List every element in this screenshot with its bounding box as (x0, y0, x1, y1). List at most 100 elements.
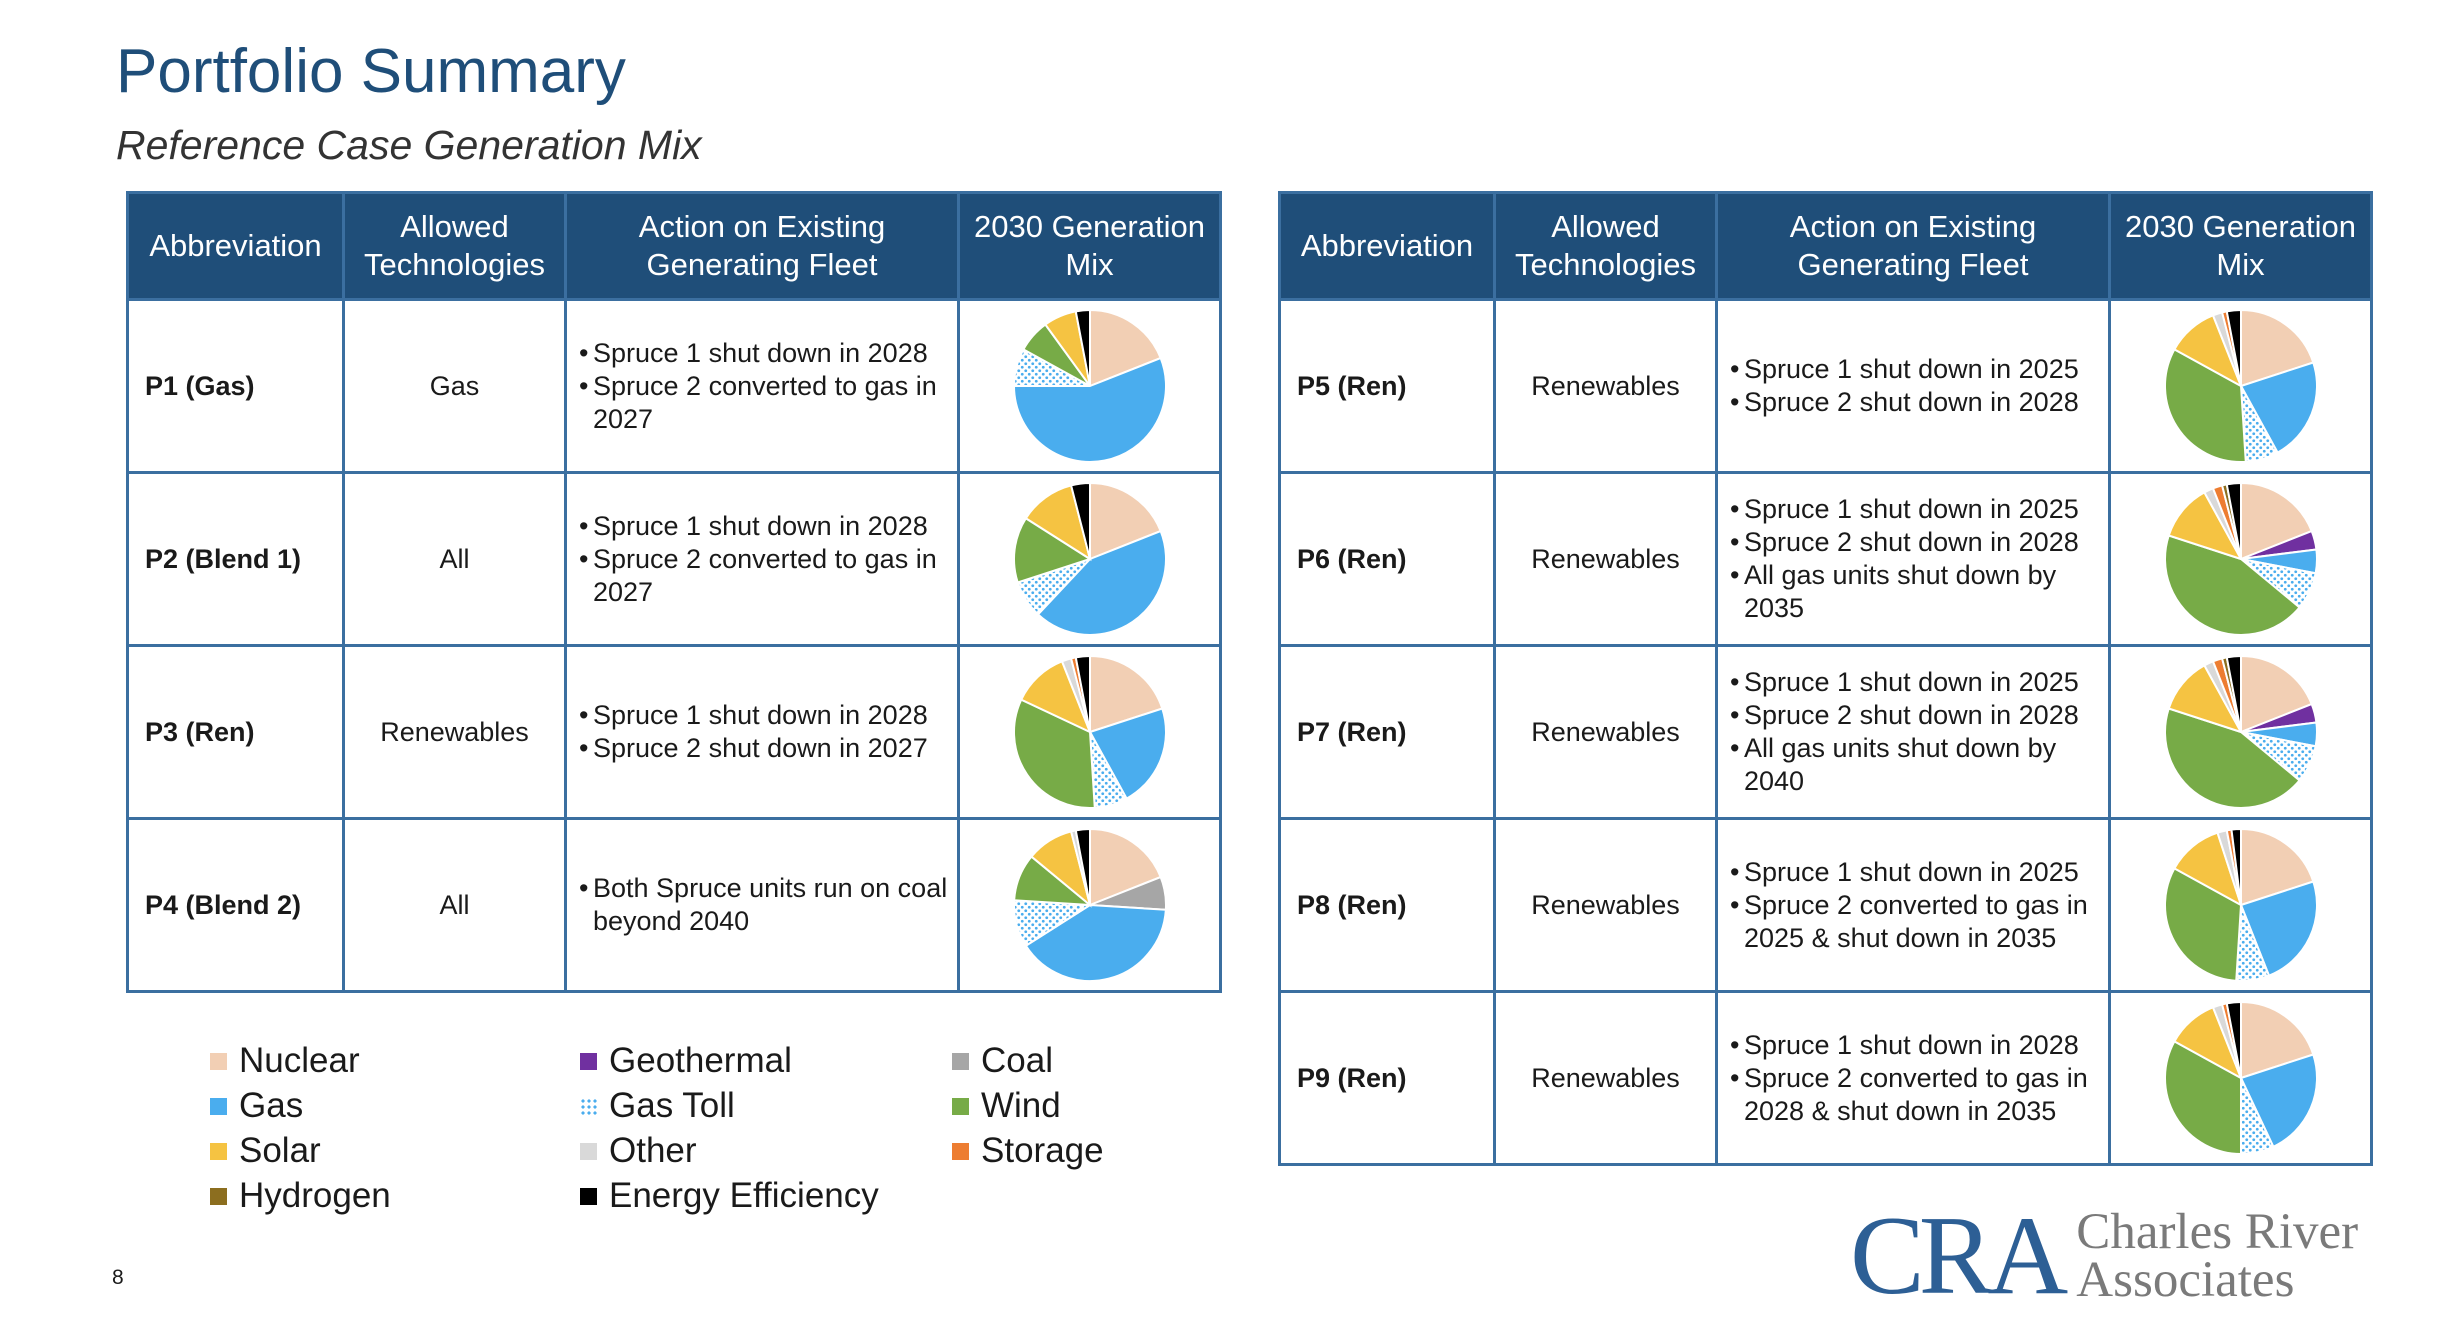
legend-label: Gas Toll (609, 1086, 735, 1125)
header-action-existing-fleet: Action on Existing Generating Fleet (1715, 191, 2111, 301)
action-list: Both Spruce units run on coal beyond 204… (579, 872, 957, 938)
legend-swatch-gas-icon (210, 1097, 227, 1115)
action-item: Spruce 2 converted to gas in 2027 (579, 543, 957, 609)
header-allowed-technologies: Allowed Technologies (1493, 191, 1718, 301)
generation-mix-pie-chart (2163, 654, 2318, 809)
allowed-technologies: Gas (342, 298, 567, 474)
pie-slice-energy-efficiency (1069, 481, 1091, 560)
action-list: Spruce 1 shut down in 2025Spruce 2 shut … (1730, 353, 2108, 419)
logo-line-1: Charles River (2076, 1204, 2359, 1260)
generation-mix-pie-chart (1012, 308, 1167, 463)
logo-mark: CRA (1850, 1194, 2068, 1318)
generation-mix-pie-chart (2163, 308, 2318, 463)
legend-item-geothermal: Geothermal (580, 1040, 952, 1082)
pie-slice-gas (1012, 356, 1167, 463)
page-title: Portfolio Summary (116, 37, 626, 106)
portfolio-abbreviation: P1 (Gas) (126, 298, 345, 474)
legend-item-coal: Coal (952, 1040, 1172, 1082)
company-logo: CRA Charles River Associates (1850, 1200, 2358, 1312)
legend-label: Geothermal (609, 1041, 792, 1080)
action-on-existing-fleet: Spruce 1 shut down in 2028Spruce 2 conve… (1715, 990, 2111, 1166)
action-item: Spruce 2 shut down in 2027 (579, 732, 957, 765)
table-row: P2 (Blend 1)AllSpruce 1 shut down in 202… (126, 471, 1222, 647)
page-subtitle: Reference Case Generation Mix (116, 122, 702, 168)
pie-slice-nuclear (1088, 654, 1164, 734)
pie-slice-wind (2163, 534, 2301, 636)
legend-label: Storage (981, 1131, 1104, 1170)
action-item: Spruce 1 shut down in 2025 (1730, 856, 2108, 889)
legend-swatch-other-icon (580, 1142, 597, 1160)
pie-slice-nuclear (1088, 481, 1162, 561)
generation-mix-cell (957, 471, 1222, 647)
allowed-technologies: All (342, 471, 567, 647)
pie-slice-nuclear (2239, 1000, 2315, 1080)
legend-item-wind: Wind (952, 1085, 1172, 1127)
legend-item-gas-toll: Gas Toll (580, 1085, 952, 1127)
table-row: P7 (Ren)RenewablesSpruce 1 shut down in … (1278, 644, 2373, 820)
legend-label: Gas (239, 1086, 304, 1125)
pie-slice-gas (2239, 361, 2318, 454)
legend-swatch-hydrogen-icon (210, 1187, 227, 1205)
action-item: Spruce 2 converted to gas in 2028 & shut… (1730, 1062, 2108, 1128)
legend-item-other: Other (580, 1130, 952, 1172)
pie-slice-nuclear (2239, 827, 2315, 907)
legend-swatch-nuclear-icon (210, 1052, 227, 1070)
portfolio-abbreviation: P2 (Blend 1) (126, 471, 345, 647)
allowed-technologies: Renewables (1493, 990, 1718, 1166)
legend-label: Hydrogen (239, 1176, 391, 1215)
action-list: Spruce 1 shut down in 2025Spruce 2 shut … (1730, 666, 2108, 798)
action-item: Spruce 1 shut down in 2028 (1730, 1029, 2108, 1062)
pie-slice-nuclear (1088, 827, 1162, 907)
generation-mix-cell (957, 298, 1222, 474)
table-row: P1 (Gas)GasSpruce 1 shut down in 2028Spr… (126, 298, 1222, 474)
pie-slice-energy-efficiency (1074, 308, 1091, 387)
legend-swatch-energy-efficiency-icon (580, 1187, 597, 1205)
action-on-existing-fleet: Spruce 1 shut down in 2028Spruce 2 conve… (564, 471, 960, 647)
action-on-existing-fleet: Spruce 1 shut down in 2025Spruce 2 shut … (1715, 644, 2111, 820)
action-item: Spruce 1 shut down in 2028 (579, 699, 957, 732)
allowed-technologies: Renewables (1493, 471, 1718, 647)
header-generation-mix: 2030 Generation Mix (2108, 191, 2373, 301)
header-allowed-technologies: Allowed Technologies (342, 191, 567, 301)
header-abbreviation: Abbreviation (126, 191, 345, 301)
legend-item-hydrogen: Hydrogen (210, 1175, 580, 1217)
generation-mix-cell (2108, 644, 2373, 820)
table-row: P3 (Ren)RenewablesSpruce 1 shut down in … (126, 644, 1222, 820)
legend-item-gas: Gas (210, 1085, 580, 1127)
generation-mix-cell (2108, 990, 2373, 1166)
portfolio-abbreviation: P3 (Ren) (126, 644, 345, 820)
allowed-technologies: Renewables (342, 644, 567, 820)
action-item: All gas units shut down by 2040 (1730, 732, 2108, 798)
legend-label: Nuclear (239, 1041, 360, 1080)
pie-slice-wind (1012, 516, 1092, 584)
action-item: Spruce 2 shut down in 2028 (1730, 526, 2108, 559)
action-item: Spruce 1 shut down in 2025 (1730, 493, 2108, 526)
generation-mix-cell (957, 817, 1222, 993)
action-on-existing-fleet: Spruce 1 shut down in 2025Spruce 2 conve… (1715, 817, 2111, 993)
portfolio-table-right: Abbreviation Allowed Technologies Action… (1278, 191, 2373, 1166)
pie-slice-energy-efficiency (1074, 827, 1091, 906)
pie-slice-energy-efficiency (2225, 308, 2242, 387)
table-row: P5 (Ren)RenewablesSpruce 1 shut down in … (1278, 298, 2373, 474)
table-header-row: Abbreviation Allowed Technologies Action… (126, 191, 1222, 301)
legend-label: Energy Efficiency (609, 1176, 879, 1215)
pie-slice-nuclear (2239, 481, 2313, 561)
generation-mix-pie-chart (2163, 481, 2318, 636)
page-number: 8 (112, 1266, 124, 1289)
generation-mix-pie-chart (2163, 1000, 2318, 1156)
legend-label: Other (609, 1131, 697, 1170)
action-list: Spruce 1 shut down in 2028Spruce 2 shut … (579, 699, 957, 765)
pie-slice-energy-efficiency (1074, 654, 1091, 733)
portfolio-table-left: Abbreviation Allowed Technologies Action… (126, 191, 1222, 993)
legend-item-nuclear: Nuclear (210, 1040, 580, 1082)
header-abbreviation: Abbreviation (1278, 191, 1496, 301)
portfolio-abbreviation: P5 (Ren) (1278, 298, 1496, 474)
action-item: Spruce 2 converted to gas in 2027 (579, 370, 957, 436)
action-on-existing-fleet: Both Spruce units run on coal beyond 204… (564, 817, 960, 993)
generation-mix-pie-chart (2163, 827, 2318, 982)
pie-slice-nuclear (2239, 654, 2313, 734)
header-action-existing-fleet: Action on Existing Generating Fleet (564, 191, 960, 301)
pie-slice-energy-efficiency (2225, 654, 2242, 733)
action-on-existing-fleet: Spruce 1 shut down in 2025Spruce 2 shut … (1715, 298, 2111, 474)
pie-slice-nuclear (2239, 308, 2315, 388)
